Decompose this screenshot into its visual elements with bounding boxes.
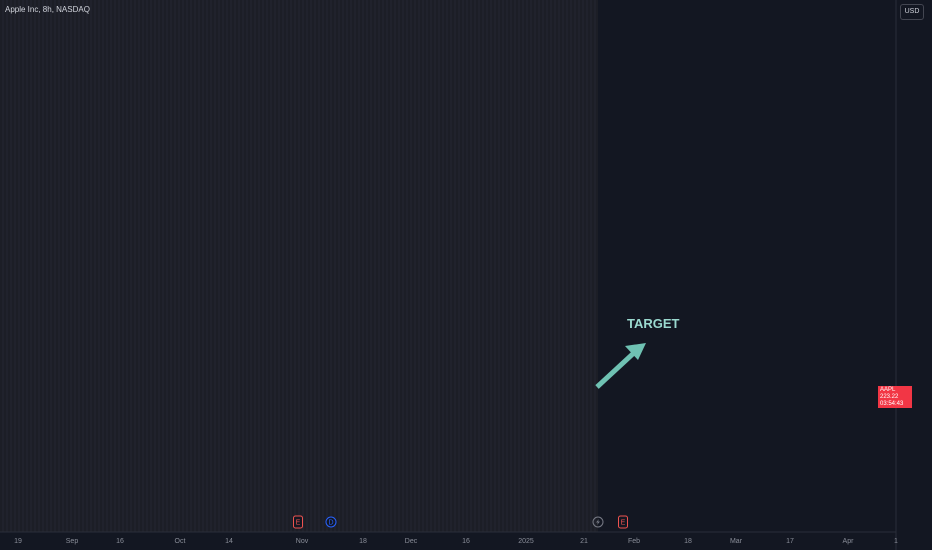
x-tick-label: 18 — [359, 538, 367, 545]
price-tag-price: 223.22 — [880, 394, 899, 400]
target-label: TARGET — [627, 316, 680, 331]
history-shade — [2, 0, 596, 532]
x-tick-label: Sep — [66, 538, 79, 545]
dividend-icon[interactable] — [325, 516, 337, 528]
currency-button[interactable]: USD — [900, 4, 924, 20]
x-tick-label: 17 — [786, 538, 794, 545]
earnings-letter: E — [621, 520, 626, 527]
x-tick-label: 16 — [116, 538, 124, 545]
target-arrow-shaft — [595, 349, 638, 389]
x-tick-label: 14 — [225, 538, 233, 545]
x-tick-label: Oct — [175, 538, 186, 545]
x-tick-label: Dec — [405, 538, 418, 545]
x-tick-label: 2025 — [518, 538, 534, 545]
earnings-letter: E — [296, 520, 301, 527]
earnings-icon[interactable] — [293, 515, 303, 529]
x-tick-label: Apr — [843, 538, 855, 545]
x-tick-label: 16 — [462, 538, 470, 545]
current-price-tag: AAPL 223.22 03:54:43 — [878, 386, 912, 408]
x-tick-label: 19 — [14, 538, 22, 545]
chart-title: Apple Inc, 8h, NASDAQ — [5, 5, 90, 14]
target-arrow-head — [625, 343, 646, 360]
x-tick-label: Mar — [730, 538, 743, 545]
lightning-glyph — [596, 519, 600, 525]
earnings-icon[interactable] — [618, 515, 628, 529]
x-tick-label: 21 — [580, 538, 588, 545]
price-tag-symbol: AAPL — [880, 387, 896, 393]
x-tick-label: 18 — [684, 538, 692, 545]
price-tag-countdown: 03:54:43 — [880, 401, 904, 407]
dividend-letter: D — [328, 520, 333, 527]
annotations: TARGET — [595, 316, 680, 389]
lightning-icon[interactable] — [592, 516, 604, 528]
x-tick-label: Feb — [628, 538, 640, 545]
x-tick-label: Nov — [296, 538, 309, 545]
x-tick-label: 1 — [894, 538, 898, 545]
time-axis[interactable]: 19 Sep 16 Oct 14 Nov 18 Dec 16 2025 21 Feb 18 Mar 17 Ap… — [14, 538, 898, 545]
